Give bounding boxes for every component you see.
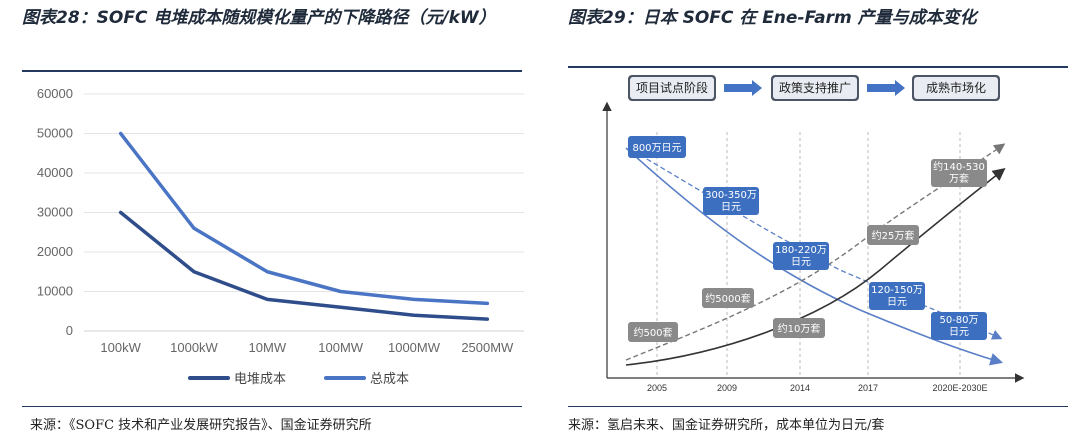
phase-label: 成熟市场化	[926, 80, 986, 95]
legend-label: 总成本	[370, 372, 409, 387]
volume-label-box	[702, 288, 754, 308]
cost-line-chart: 60000 50000 40000 30000 20000 10000 0 100kW 1000…	[37, 86, 524, 387]
volume-label-box	[773, 318, 825, 338]
volume-label: 约140-530	[933, 160, 985, 173]
cost-label-box	[703, 187, 759, 215]
right-figure-title: 图表29：日本 SOFC 在 Ene-Farm 产量与成本变化	[568, 8, 977, 28]
y-tick-label: 20000	[37, 244, 73, 259]
cost-label-cont: 日元	[721, 202, 741, 213]
phase-arrow	[724, 80, 762, 96]
phase-box-inner	[773, 77, 857, 99]
volume-label-box	[628, 322, 678, 342]
phase-label: 政策支持推广	[779, 80, 851, 95]
cost-label-cont: 日元	[949, 327, 969, 338]
series-line-1	[118, 210, 490, 321]
volume-label: 约5000套	[705, 292, 750, 305]
x-tick-label: 2500MW	[461, 340, 514, 355]
cost-label: 180-220万	[775, 245, 827, 256]
left-title-rule	[22, 70, 522, 72]
cost-label-box	[773, 242, 829, 270]
volume-label-cont: 万套	[949, 172, 969, 185]
cost-label: 50-80万	[939, 315, 978, 326]
right-title-rule	[568, 66, 1068, 68]
x-tick-label: 1000MW	[388, 340, 441, 355]
cost-label-cont: 日元	[887, 297, 907, 308]
phase-box-inner	[630, 77, 714, 99]
volume-curve	[625, 168, 1006, 366]
cost-label: 120-150万	[871, 285, 923, 296]
volume-label: 约25万套	[872, 229, 915, 242]
phase-label: 项目试点阶段	[636, 80, 708, 95]
series-line-2	[118, 131, 490, 306]
volume-label: 约500套	[633, 326, 672, 339]
y-tick-label: 50000	[37, 126, 73, 141]
y-tick-label: 40000	[37, 165, 73, 180]
left-figure-title: 图表28：SOFC 电堆成本随规模化量产的下降路径（元/kW）	[22, 8, 496, 28]
x-tick-label: 10MW	[249, 340, 287, 355]
x-tick-label: 2005	[647, 383, 667, 393]
cost-label: 300-350万	[705, 190, 757, 201]
cost-label-box	[869, 282, 925, 310]
x-tick-label: 2009	[717, 383, 737, 393]
x-tick-label: 2017	[858, 383, 878, 393]
phase-arrow	[867, 80, 905, 96]
cost-label-cont: 日元	[791, 257, 811, 268]
x-tick-label: 1000kW	[170, 340, 218, 355]
left-source-rule	[22, 406, 522, 407]
x-tick-label: 2020E-2030E	[932, 383, 987, 393]
y-tick-label: 30000	[37, 205, 73, 220]
x-tick-label: 2014	[790, 383, 810, 393]
right-source-rule	[568, 406, 1068, 407]
phase-box-inner	[914, 77, 998, 99]
legend-label: 电堆成本	[234, 372, 286, 387]
ene-farm-diagram: 2005 2009 2014 2017 2020E-2030E 项目试点阶段 政策支持推广 成…	[602, 75, 1025, 393]
volume-label-box	[931, 159, 987, 187]
cost-label-box	[628, 136, 686, 158]
cost-label-box	[931, 312, 987, 340]
x-tick-label: 100kW	[100, 340, 141, 355]
volume-label-box	[867, 225, 919, 245]
y-tick-label: 0	[66, 323, 73, 338]
volume-label: 约10万套	[778, 322, 821, 335]
left-source-note: 来源：《SOFC 技术和产业发展研究报告》、国金证券研究所	[30, 418, 372, 433]
cost-label: 800万日元	[632, 143, 681, 154]
right-source-note: 来源：氢启未来、国金证券研究所，成本单位为日元/套	[568, 418, 885, 433]
y-tick-label: 60000	[37, 86, 73, 101]
x-tick-label: 100MW	[318, 340, 364, 355]
y-tick-label: 10000	[37, 284, 73, 299]
cost-curve	[625, 147, 1004, 366]
